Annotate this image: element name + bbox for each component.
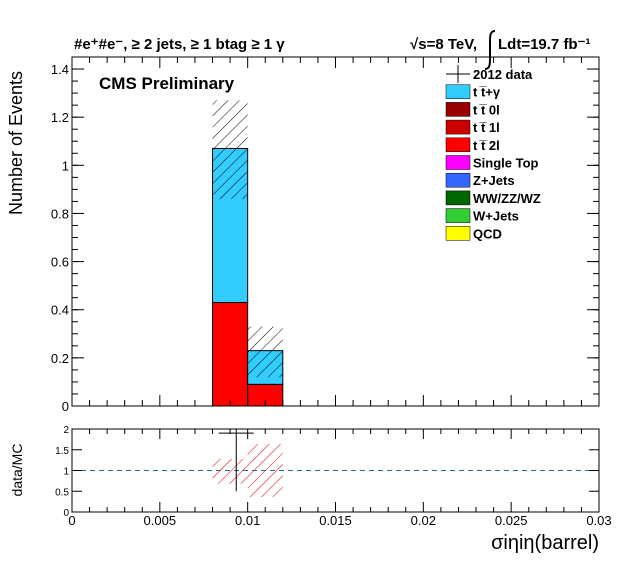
main-ytick-label: 1.2	[51, 110, 69, 125]
ratio-uncertainty-bin-1	[212, 458, 248, 484]
xtick-label: 0.025	[495, 513, 528, 528]
main-ytick-label: 0.8	[51, 206, 69, 221]
main-ylabel: Number of Events	[6, 71, 26, 215]
legend: 2012 data t t̅+γ t t̅ 0l t t̅ 1l t t̅ 2l Sing…	[445, 65, 541, 241]
xtick-label: 0.015	[319, 513, 352, 528]
ratio-ytick-label: 2	[63, 425, 69, 436]
ratio-ytick-label: 1	[63, 467, 69, 478]
legend-swatch	[445, 119, 471, 135]
main-plot-frame	[71, 56, 600, 407]
ratio-ytick-label: 0	[63, 508, 69, 519]
xlabel: σiηiη(barrel)	[491, 532, 599, 554]
main-ytick-label: 1	[62, 158, 69, 173]
uncertainty-band-bin-1	[212, 100, 248, 200]
legend-label: WW/ZZ/WZ	[473, 191, 541, 206]
legend-swatch	[445, 102, 471, 117]
legend-swatch	[445, 137, 471, 153]
main-ytick-label: 1.4	[51, 62, 69, 77]
main-ytick-label: 0.4	[51, 303, 69, 318]
xtick-label: 0.005	[144, 513, 177, 528]
legend-label: Single Top	[473, 156, 539, 171]
integral-symbol	[484, 30, 496, 70]
xtick-label: 0.02	[411, 513, 436, 528]
legend-label: W+Jets	[473, 209, 519, 224]
legend-swatch	[445, 226, 471, 241]
legend-swatch	[445, 155, 471, 170]
legend-label: t t̅ 2l	[473, 138, 500, 153]
legend-swatch	[445, 172, 471, 188]
xtick-label: 0.03	[586, 513, 611, 528]
xtick-label: 0.01	[235, 513, 260, 528]
legend-swatch	[445, 84, 471, 99]
legend-swatch	[445, 190, 471, 206]
legend-label: t t̅ 1l	[473, 120, 500, 135]
legend-swatch	[445, 208, 471, 223]
main-ytick-label: 0.6	[51, 255, 69, 270]
legend-label: QCD	[473, 226, 502, 241]
header-energy: √s=8 TeV,	[410, 36, 477, 53]
uncertainty-band-bin-2	[247, 326, 283, 378]
legend-label: t t̅+γ	[473, 85, 501, 100]
ratio-ylabel: data/MC	[9, 444, 25, 497]
main-ytick-label: 0	[62, 399, 69, 414]
ratio-plot-layer: 0 0.5 1 1.5 2 0 0.005 0.01 0.015 0.02 0.025 0.03	[55, 425, 612, 528]
header-left: #e⁺#e⁻, ≥ 2 jets, ≥ 1 btag ≥ 1 γ	[74, 36, 285, 53]
legend-label: 2012 data	[473, 67, 533, 82]
legend-label: Z+Jets	[473, 173, 515, 188]
legend-label: t t̅ 0l	[473, 102, 500, 117]
ratio-ytick-label: 1.5	[55, 446, 69, 457]
main-ytick-label: 0.2	[51, 351, 69, 366]
ratio-ytick-label: 0.5	[55, 487, 69, 498]
header-lumi: Ldt=19.7 fb⁻¹	[498, 36, 591, 53]
cms-label: CMS Preliminary	[99, 74, 235, 93]
xtick-label: 0	[68, 513, 75, 528]
main-plot-layer: 0 0.2 0.4 0.6 0.8 1 1.2 1.4	[51, 56, 600, 414]
bar-ttbar-2l-bin-1	[212, 302, 249, 407]
